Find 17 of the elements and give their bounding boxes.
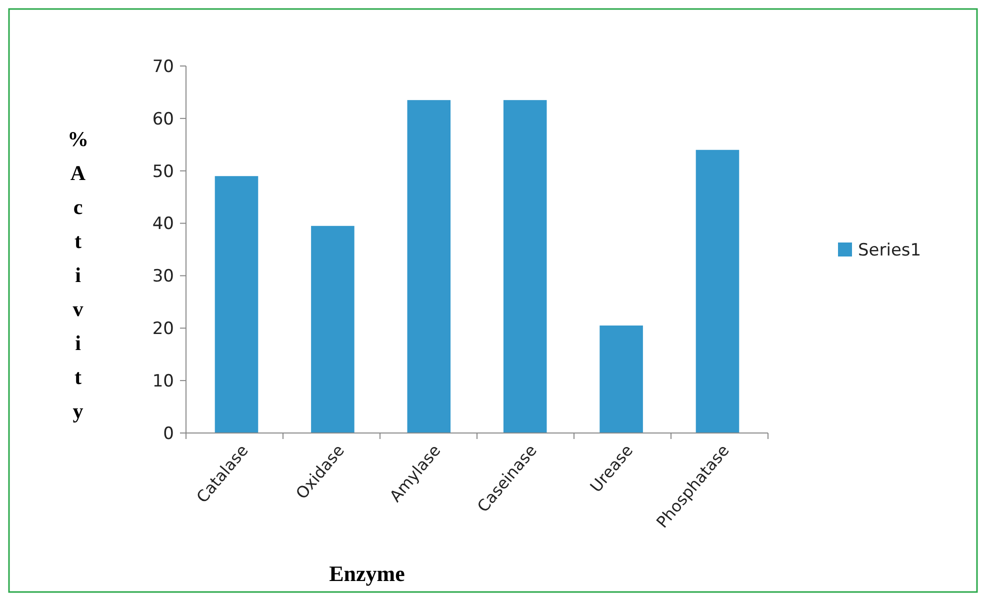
bar	[311, 226, 354, 433]
bar	[696, 150, 740, 433]
y-tick-label: 50	[152, 162, 174, 182]
y-tick-label: 40	[152, 214, 174, 234]
text: %Activity	[68, 127, 88, 423]
bar	[503, 100, 547, 433]
y-tick-label: 60	[152, 109, 174, 130]
y-tick-label: 10	[152, 372, 174, 392]
y-tick-label: 0	[163, 424, 174, 444]
y-tick-label: 30	[152, 266, 174, 287]
legend-label: Series1	[858, 240, 922, 260]
bar	[600, 326, 643, 433]
y-tick-label: 70	[152, 56, 174, 77]
bar	[407, 100, 451, 433]
y-tick-label: 20	[152, 319, 174, 340]
bar	[214, 176, 258, 433]
x-axis-title: Enzyme	[329, 561, 406, 586]
